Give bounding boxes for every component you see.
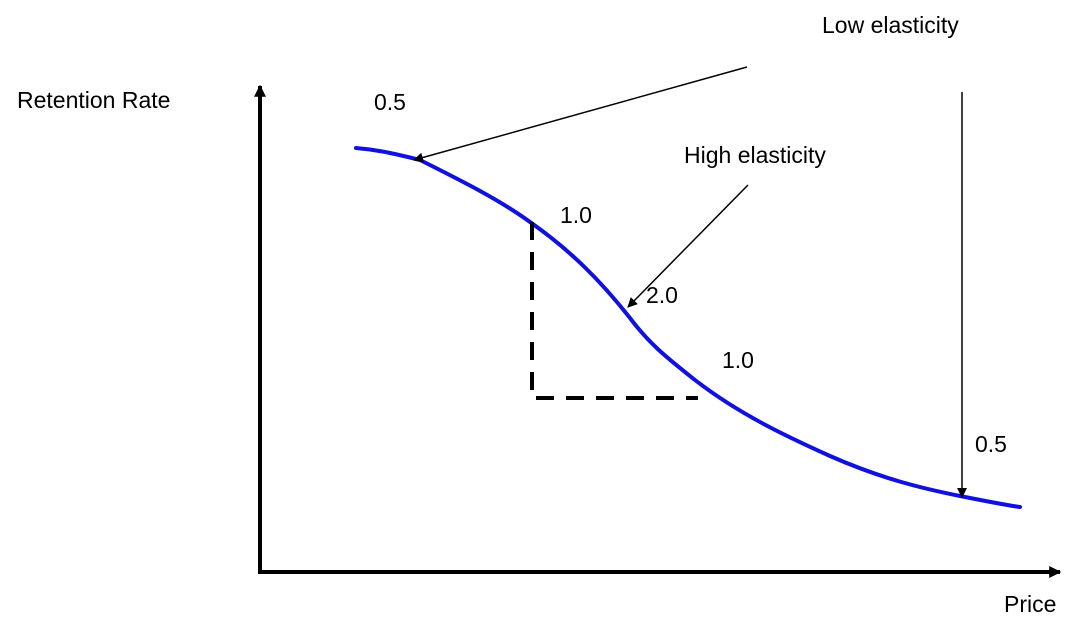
elasticity-value-lower: 1.0: [722, 347, 754, 373]
elasticity-value-right: 0.5: [975, 431, 1007, 457]
retention-curve: [354, 146, 1022, 509]
elasticity-value-left: 0.5: [374, 89, 406, 115]
y-axis-label: Retention Rate: [17, 87, 170, 113]
high-elasticity-label: High elasticity: [684, 142, 826, 168]
elasticity-value-center: 2.0: [646, 282, 678, 308]
elasticity-value-upper: 1.0: [560, 202, 592, 228]
x-axis-label: Price: [1004, 591, 1056, 617]
high-elasticity-arrow: [627, 184, 749, 308]
low-elasticity-arrow-left: [413, 66, 748, 163]
slope-guide-dashed: [530, 222, 698, 400]
low-elasticity-label: Low elasticity: [822, 12, 959, 38]
